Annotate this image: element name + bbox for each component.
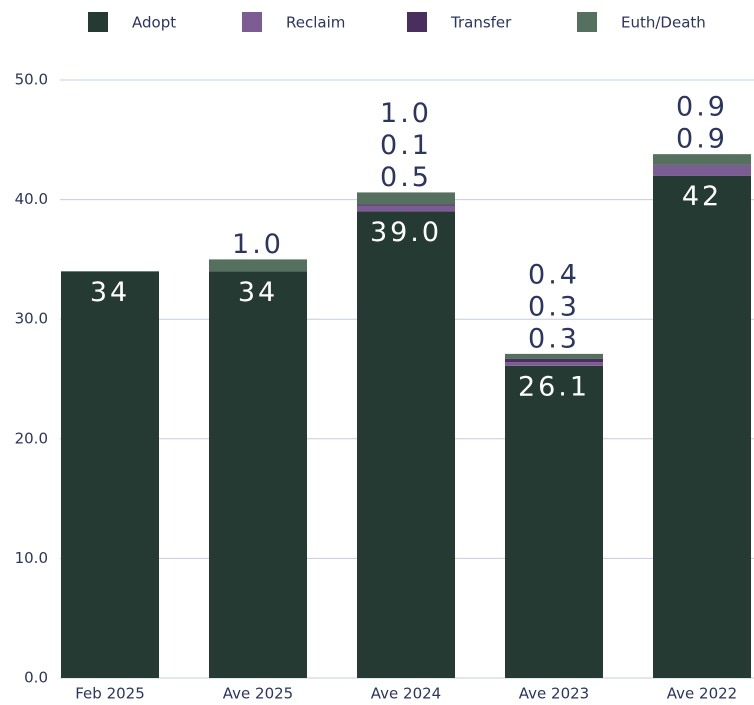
bar-segment (505, 365, 603, 678)
value-label: 1.0 (232, 229, 284, 260)
value-label: 26.1 (518, 371, 590, 402)
value-label: 0.4 (528, 259, 580, 290)
y-tick-label: 10.0 (15, 549, 48, 567)
value-label: 34 (238, 277, 278, 308)
bar-segment (61, 271, 159, 678)
y-tick-label: 50.0 (15, 71, 48, 89)
legend-swatch (577, 12, 597, 32)
bar-segment (357, 211, 455, 678)
value-label: 1.0 (380, 98, 432, 129)
bar-segment (653, 164, 751, 176)
legend-label: Reclaim (286, 14, 345, 32)
value-label: 0.3 (528, 323, 580, 354)
legend-swatch (407, 12, 427, 32)
x-tick-label: Ave 2022 (667, 685, 737, 703)
value-label: 0.9 (676, 124, 728, 155)
y-tick-label: 0.0 (24, 669, 48, 687)
bar-segment (209, 259, 307, 272)
value-label: 0.1 (380, 130, 432, 161)
bar-segment (653, 175, 751, 678)
value-label: 0.9 (676, 92, 728, 123)
value-label: 42 (682, 181, 722, 212)
value-label: 0.3 (528, 291, 580, 322)
y-tick-label: 30.0 (15, 310, 48, 328)
x-tick-label: Ave 2025 (223, 685, 293, 703)
y-tick-label: 40.0 (15, 190, 48, 208)
bar-segment (357, 192, 455, 205)
bar-segment (505, 353, 603, 359)
x-tick-label: Ave 2024 (371, 685, 441, 703)
y-tick-label: 20.0 (15, 429, 48, 447)
value-label: 0.5 (380, 162, 432, 193)
value-label: 39.0 (370, 217, 442, 248)
bar-segment (653, 154, 751, 165)
legend-label: Adopt (132, 14, 176, 32)
legend-swatch (88, 12, 108, 32)
x-tick-label: Ave 2023 (519, 685, 589, 703)
legend-swatch (242, 12, 262, 32)
x-tick-label: Feb 2025 (75, 685, 145, 703)
bar-segment (505, 362, 603, 366)
bar-segment (209, 271, 307, 678)
bar-segment (357, 204, 455, 206)
value-label: 34 (90, 277, 130, 308)
legend-label: Euth/Death (621, 14, 706, 32)
legend-label: Transfer (450, 14, 512, 32)
bar-segment (505, 358, 603, 363)
bar-segment (357, 205, 455, 212)
